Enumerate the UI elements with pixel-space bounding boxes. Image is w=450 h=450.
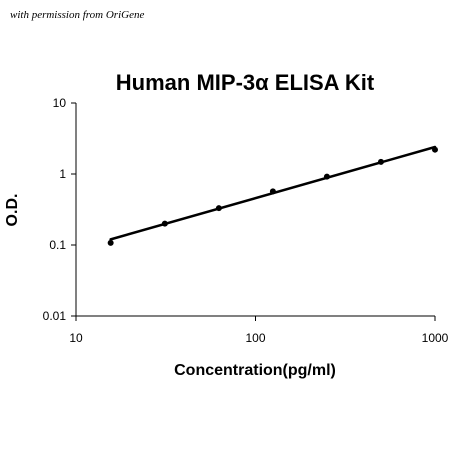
data-point-4 — [323, 173, 330, 180]
data-point-2 — [215, 205, 222, 212]
tick-marks — [71, 102, 436, 321]
data-point-5 — [377, 158, 384, 165]
chart-axes — [75, 103, 435, 317]
y-axis-label: O.D. — [4, 194, 21, 227]
data-points — [107, 146, 438, 246]
data-point-1 — [161, 220, 168, 227]
y-tick-label-0.1: 0.1 — [49, 238, 66, 252]
data-point-6 — [432, 146, 438, 153]
x-axis-label: Concentration(pg/ml) — [174, 362, 336, 379]
chart-title: Human MIP-3α ELISA Kit — [116, 70, 375, 95]
data-point-0 — [107, 239, 114, 246]
x-tick-label-1000: 1000 — [422, 331, 449, 345]
permission-credit: with permission from OriGene — [10, 9, 145, 21]
y-tick-label-1: 1 — [59, 167, 66, 181]
x-tick-label-100: 100 — [245, 331, 265, 345]
y-tick-label-10: 10 — [53, 96, 67, 110]
y-tick-label-0.01: 0.01 — [43, 309, 67, 323]
data-point-3 — [269, 188, 276, 195]
x-tick-label-10: 10 — [69, 331, 83, 345]
